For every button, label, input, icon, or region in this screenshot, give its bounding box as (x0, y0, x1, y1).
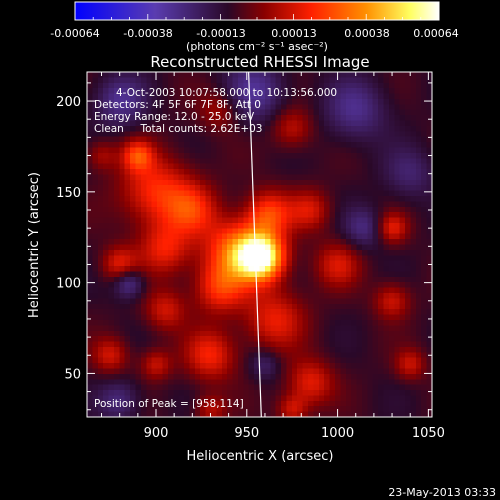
limb-line (248, 72, 262, 417)
annotation-counts: Clean Total counts: 2.62E+03 (94, 123, 263, 135)
footer-timestamp: 23-May-2013 03:33 (388, 486, 496, 499)
annotation-time: 4-Oct-2003 10:07:58.000 to 10:13:56.000 (116, 87, 337, 99)
colorbar-tick-5: 0.00064 (413, 27, 459, 40)
x-tick-label: 900 (144, 426, 169, 441)
y-axis-label: Heliocentric Y (arcsec) (27, 172, 42, 318)
y-tick-label: 200 (56, 95, 81, 110)
x-tick-label: 1050 (412, 426, 445, 441)
chart-title: Reconstructed RHESSI Image (150, 53, 369, 71)
x-tick-label: 950 (234, 426, 259, 441)
colorbar-tick-1: -0.00038 (123, 27, 172, 40)
axis-ticks (87, 72, 432, 417)
y-tick-label: 100 (56, 277, 81, 292)
y-tick-label: 150 (56, 186, 81, 201)
colorbar-ticks (74, 14, 440, 20)
x-axis-label: Heliocentric X (arcsec) (187, 449, 334, 464)
axis-tick-labels: 900 950 1000 1050 50 100 150 200 (56, 95, 445, 441)
y-tick-label: 50 (64, 367, 81, 382)
annotation-peak: Position of Peak = [958,114] (94, 398, 244, 410)
annotation-detectors: Detectors: 4F 5F 6F 7F 8F, Att 0 (94, 99, 261, 111)
annotation-energy: Energy Range: 12.0 - 25.0 keV (94, 111, 255, 123)
colorbar-tick-4: 0.00038 (344, 27, 390, 40)
colorbar-tick-0: -0.00064 (50, 27, 99, 40)
colorbar-tick-2: -0.00013 (196, 27, 245, 40)
colorbar-tick-3: 0.00013 (271, 27, 317, 40)
plot-frame (86, 71, 433, 418)
colorbar-unit-label: (photons cm⁻² s⁻¹ asec⁻²) (186, 40, 328, 53)
x-tick-label: 1000 (321, 426, 354, 441)
